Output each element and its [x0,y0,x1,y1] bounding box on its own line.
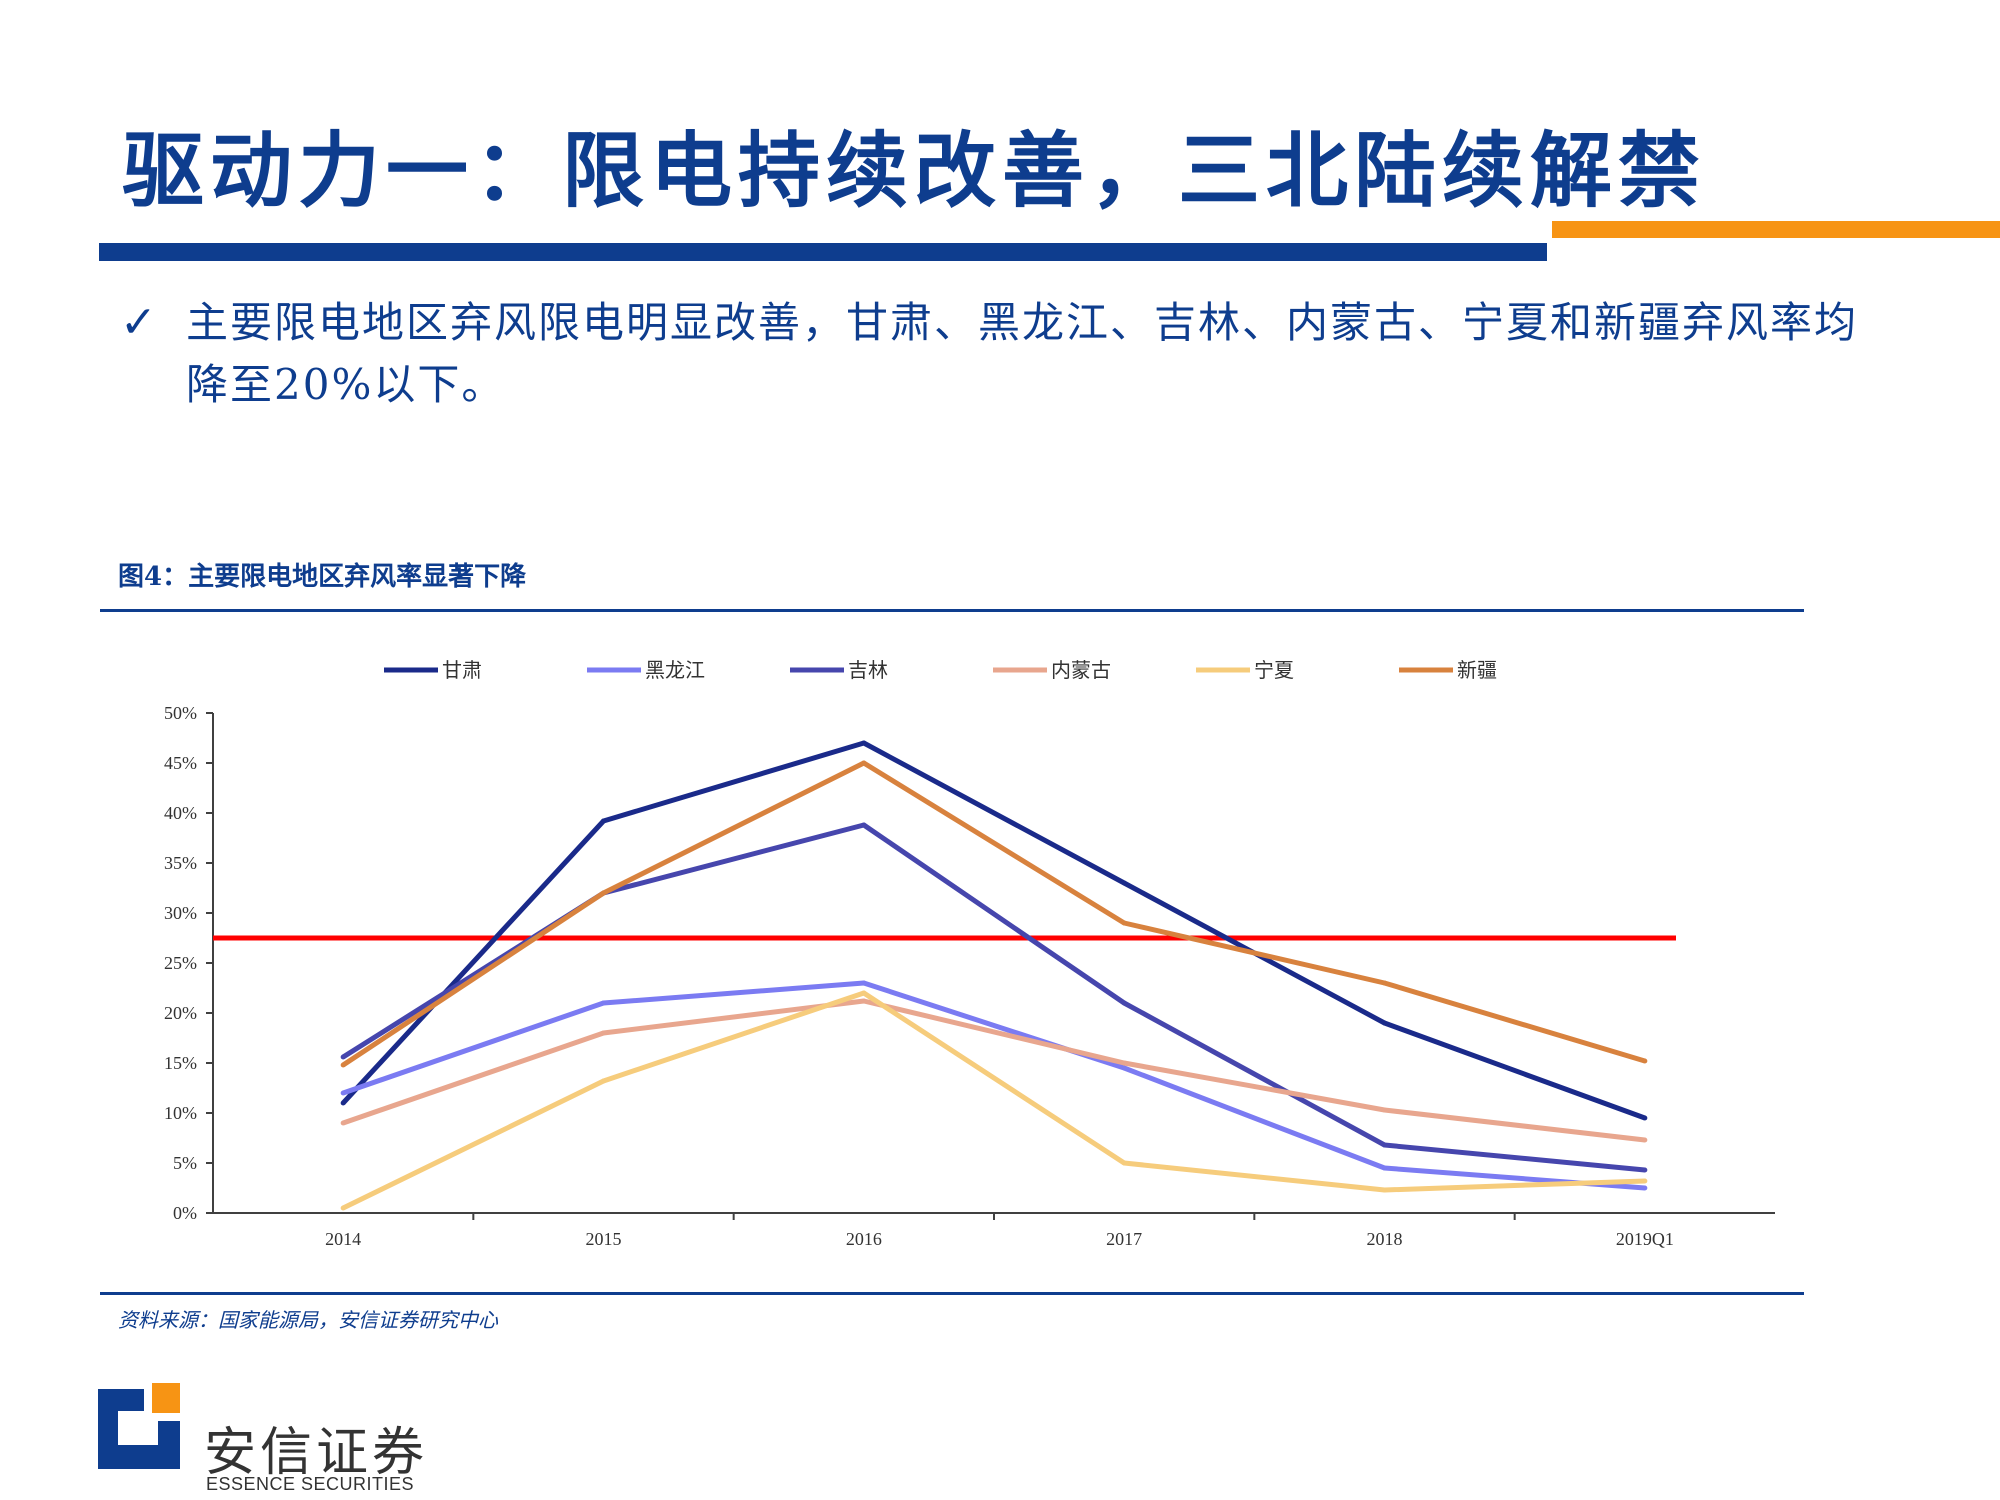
y-tick-label: 40% [164,803,197,823]
essence-logo-icon [98,1383,180,1469]
data-point [1121,920,1127,926]
y-tick-label: 35% [164,853,197,873]
data-point [1382,1107,1387,1113]
legend-label-0: 甘肃 [442,658,482,682]
data-point [1642,1137,1648,1143]
data-point [340,1090,346,1096]
y-tick-label: 25% [164,953,197,973]
y-tick-label: 20% [164,1003,197,1023]
source-note: 资料来源：国家能源局，安信证券研究中心 [118,1308,498,1332]
y-tick-label: 45% [164,753,197,773]
x-tick-label: 2019Q1 [1616,1229,1674,1249]
series-line-0 [341,740,1646,1121]
chart-legend: 甘肃 黑龙江 吉林 内蒙古 宁夏 新疆 [384,658,1497,682]
legend-label-3: 内蒙古 [1051,658,1111,682]
data-point [601,1030,606,1036]
title-underline-blue [99,243,1547,261]
data-point [1121,1000,1127,1006]
data-point [1121,1060,1127,1066]
y-tick-label: 5% [173,1153,197,1173]
legend-label-4: 宁夏 [1254,658,1294,682]
bullet-text: 主要限电地区弃风限电明显改善，甘肃、黑龙江、吉林、内蒙古、宁夏和新疆弃风率均降至… [186,298,1859,409]
data-point [601,1000,606,1006]
data-point [601,890,606,896]
data-point [861,740,867,746]
data-point [1642,1178,1648,1184]
data-point [340,1054,346,1060]
figure-bottom-rule [100,1292,1804,1295]
data-point [1642,1115,1648,1121]
slide-title: 驱动力一：限电持续改善，三北陆续解禁 [122,124,1707,219]
x-tick-label: 2016 [846,1229,882,1249]
series-line-5 [341,760,1646,1068]
series-lines [340,740,1648,1211]
x-tick-label: 2017 [1106,1229,1142,1249]
y-tick-label: 10% [164,1103,197,1123]
data-point [1121,1160,1127,1166]
data-point [601,1078,606,1084]
x-tick-label: 2018 [1367,1229,1403,1249]
data-point [861,998,867,1004]
data-point [340,1205,346,1211]
data-point [1382,980,1387,986]
bullet-point: ✓ 主要限电地区弃风限电明显改善，甘肃、黑龙江、吉林、内蒙古、宁夏和新疆弃风率均… [120,292,1900,416]
data-point [1382,1020,1387,1026]
data-point [601,818,606,824]
data-point [1642,1167,1648,1173]
data-point [1382,1142,1387,1148]
figure-title: 图4：主要限电地区弃风率显著下降 [118,562,527,592]
title-underline-orange [1552,221,2000,238]
y-tick-label: 50% [164,703,197,723]
data-point [1642,1058,1648,1064]
series-line-3 [342,998,1646,1143]
y-tick-label: 30% [164,903,197,923]
series-line-4 [342,990,1645,1211]
series-line-1 [342,980,1646,1191]
data-point [340,1062,346,1068]
data-point [1121,1065,1127,1071]
data-point [1121,880,1127,886]
data-point [861,980,867,986]
figure-top-rule [100,609,1804,612]
x-tick-label: 2015 [586,1229,622,1249]
data-point [1382,1187,1387,1193]
legend-label-5: 新疆 [1457,658,1497,682]
data-point [340,1100,346,1106]
legend-label-1: 黑龙江 [645,658,705,682]
check-icon: ✓ [120,297,157,348]
chart-axes: 0% 5% 10% 15% 20% 25% 30% 35% 40% 45% 50% 2014 2015 2… [164,703,1775,1249]
data-point [861,822,867,828]
brand-name-en: ESSENCE SECURITIES [206,1474,415,1494]
y-tick-label: 0% [173,1203,197,1223]
data-point [1382,1165,1387,1171]
legend-label-2: 吉林 [848,658,888,682]
data-point [861,760,867,766]
y-tick-label: 15% [164,1053,197,1073]
x-tick-label: 2014 [325,1229,361,1249]
data-point [1642,1185,1648,1191]
brand-name-cn: 安信证券 [204,1423,429,1483]
data-point [861,990,867,996]
data-point [340,1120,346,1126]
